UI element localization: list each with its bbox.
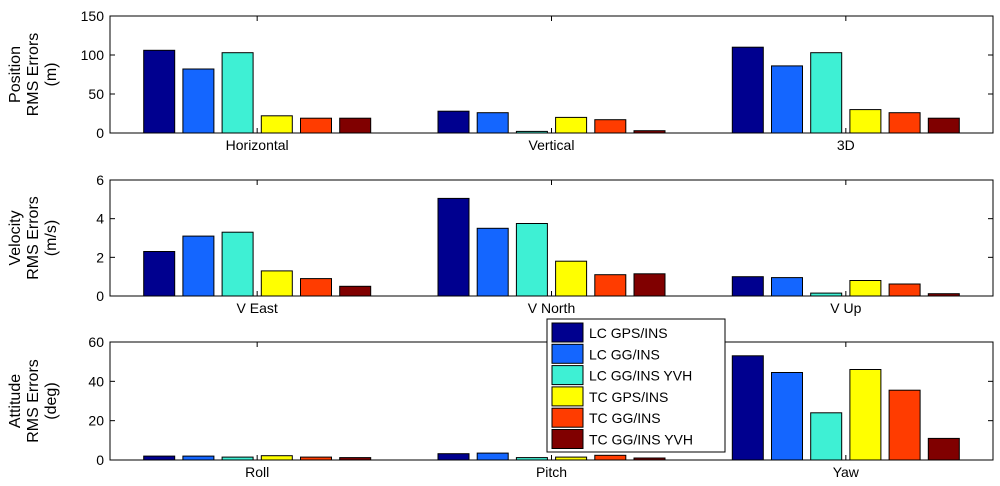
y-axis-label-line: Velocity (7, 210, 24, 265)
bar-horizontal-series-1 (143, 49, 176, 134)
y-axis-label-line: RMS Errors (25, 359, 42, 443)
y-axis-label-line: (m) (43, 63, 60, 87)
y-tick-label: 2 (96, 249, 104, 265)
bar-3d-series-5 (888, 112, 921, 134)
bar-v-up-series-4 (849, 280, 882, 297)
bar-3d-series-3 (810, 52, 843, 134)
bar-horizontal-series-2 (182, 68, 215, 134)
x-category-label: Yaw (833, 464, 860, 480)
y-tick-label: 100 (81, 47, 105, 63)
bar-v-east-series-3 (221, 231, 254, 297)
y-tick-label: 0 (96, 452, 104, 468)
bar-horizontal-series-3 (221, 52, 254, 134)
bar-horizontal-series-4 (260, 115, 293, 134)
y-axis-label-line: RMS Errors (25, 196, 42, 280)
y-axis-label-line: Attitude (7, 374, 24, 428)
y-tick-label: 4 (96, 211, 104, 227)
y-tick-label: 0 (96, 288, 104, 304)
bar-v-east-series-4 (260, 270, 293, 297)
y-axis-label-line: RMS Errors (25, 33, 42, 117)
legend-label-5: TC GG/INS (589, 410, 661, 426)
x-category-label: Roll (245, 464, 269, 480)
bar-vertical-series-4 (555, 116, 588, 134)
bar-3d-series-4 (849, 109, 882, 134)
bar-v-up-series-1 (731, 276, 764, 297)
x-category-label: Pitch (536, 464, 567, 480)
bar-v-up-series-2 (771, 277, 803, 297)
bar-yaw-series-3 (810, 412, 843, 461)
x-category-label: Horizontal (226, 137, 289, 153)
y-tick-label: 20 (88, 413, 104, 429)
bar-yaw-series-2 (771, 372, 803, 461)
legend-label-3: LC GG/INS YVH (589, 368, 692, 384)
bar-v-east-series-2 (182, 235, 215, 297)
bar-v-east-series-1 (143, 251, 176, 297)
legend-label-4: TC GPS/INS (589, 389, 668, 405)
bar-pitch-series-5 (594, 454, 627, 461)
legend-label-6: TC GG/INS YVH (589, 432, 693, 448)
bar-roll-series-2 (182, 455, 215, 461)
bar-v-north-series-1 (437, 197, 470, 297)
legend-swatch-6 (551, 429, 584, 449)
subplot-3: 0 20 40 60 Roll Pitch Yaw Attitude RMS Errors (de… (7, 334, 994, 480)
bar-yaw-series-6 (927, 437, 960, 461)
legend-label-2: LC GG/INS (589, 346, 660, 362)
y-tick-label: 6 (96, 172, 104, 188)
bar-v-east-series-5 (300, 278, 332, 297)
bar-3d-series-1 (731, 46, 764, 134)
subplot-1: 0 50 100 150 Horizontal Vertical 3D Position RMS… (7, 8, 994, 153)
bar-roll-series-1 (143, 455, 176, 461)
bar-pitch-series-1 (437, 453, 470, 461)
bar-vertical-series-2 (476, 112, 509, 134)
y-axis-label-line: Position (7, 46, 24, 103)
bar-3d-series-2 (771, 65, 803, 134)
bar-vertical-series-1 (437, 110, 470, 134)
bar-v-north-series-3 (515, 223, 548, 297)
bar-v-north-series-4 (555, 260, 588, 297)
legend-swatch-2 (551, 343, 584, 364)
x-category-label: Vertical (529, 137, 575, 153)
bar-yaw-series-5 (888, 389, 921, 461)
bar-v-north-series-5 (594, 274, 627, 297)
x-category-label: V Up (830, 300, 861, 316)
subplot-2: 0 2 4 6 V East V North V Up Velocity RMS Errors(… (7, 172, 994, 316)
legend-swatch-1 (551, 322, 584, 343)
legend: LC GPS/INS LC GG/INS LC GG/INS YVH TC GPS/I… (546, 318, 726, 453)
y-axis-label-line: (m/s) (43, 220, 60, 256)
bar-v-up-series-5 (888, 283, 921, 297)
y-tick-label: 0 (96, 125, 104, 141)
bar-3d-series-6 (927, 117, 960, 134)
bar-pitch-series-2 (476, 452, 509, 461)
bar-v-east-series-6 (339, 285, 372, 297)
x-category-label: V East (237, 300, 278, 316)
bar-horizontal-series-6 (339, 117, 372, 134)
y-tick-label: 50 (88, 86, 104, 102)
bar-vertical-series-5 (594, 119, 627, 134)
bar-v-north-series-6 (633, 273, 666, 297)
bar-v-north-series-2 (476, 227, 509, 297)
x-category-label: 3D (837, 137, 855, 153)
y-axis-label-line: (deg) (43, 382, 60, 419)
bar-yaw-series-4 (849, 369, 882, 461)
y-tick-label: 150 (81, 8, 105, 24)
y-tick-label: 60 (88, 334, 104, 350)
y-tick-label: 40 (88, 373, 104, 389)
bar-yaw-series-1 (731, 355, 764, 461)
legend-label-1: LC GPS/INS (589, 325, 668, 341)
legend-swatch-5 (551, 407, 584, 428)
x-category-label: V North (528, 300, 575, 316)
bar-roll-series-4 (260, 455, 293, 461)
legend-swatch-3 (551, 365, 584, 386)
bar-horizontal-series-5 (300, 117, 332, 134)
legend-swatch-4 (551, 386, 584, 407)
